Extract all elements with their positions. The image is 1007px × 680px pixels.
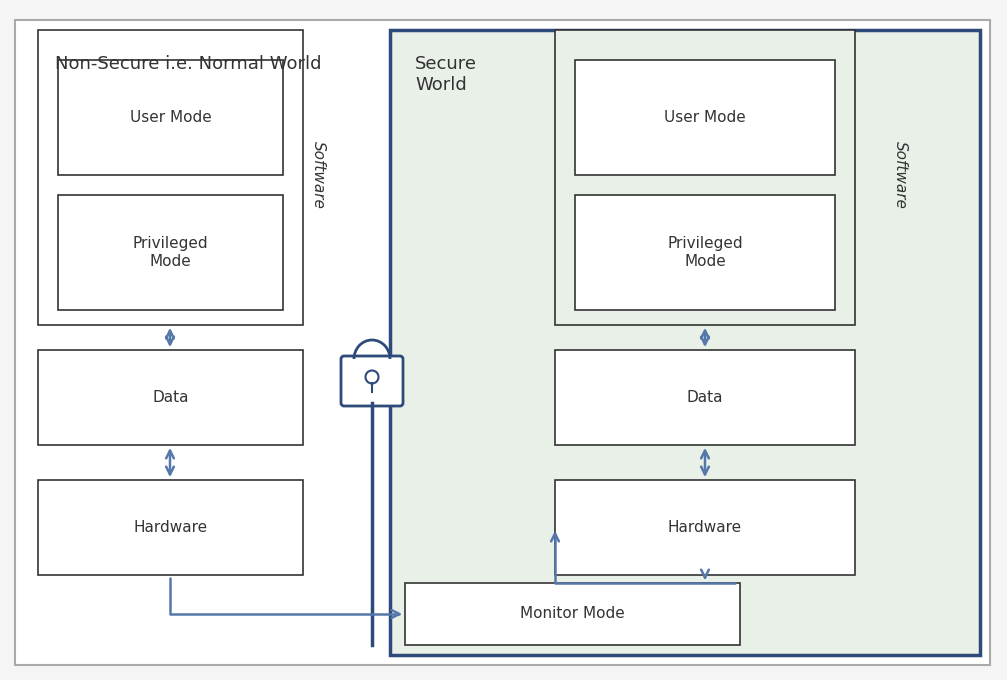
Text: Data: Data [152, 390, 188, 405]
FancyBboxPatch shape [15, 20, 990, 665]
FancyBboxPatch shape [575, 195, 835, 310]
Text: User Mode: User Mode [130, 110, 211, 125]
FancyBboxPatch shape [38, 30, 303, 325]
Text: Software: Software [310, 141, 325, 209]
FancyBboxPatch shape [405, 583, 740, 645]
Text: Hardware: Hardware [134, 520, 207, 535]
Text: Data: Data [687, 390, 723, 405]
FancyBboxPatch shape [58, 60, 283, 175]
FancyBboxPatch shape [555, 350, 855, 445]
FancyBboxPatch shape [38, 350, 303, 445]
FancyBboxPatch shape [555, 30, 855, 325]
Text: Non-Secure i.e. Normal World: Non-Secure i.e. Normal World [55, 55, 321, 73]
Text: Secure
World: Secure World [415, 55, 477, 94]
FancyBboxPatch shape [58, 195, 283, 310]
Text: Monitor Mode: Monitor Mode [521, 607, 625, 622]
FancyBboxPatch shape [390, 30, 980, 655]
Text: Privileged
Mode: Privileged Mode [133, 236, 208, 269]
Text: Software: Software [892, 141, 907, 209]
FancyBboxPatch shape [38, 480, 303, 575]
FancyBboxPatch shape [575, 60, 835, 175]
FancyBboxPatch shape [341, 356, 403, 406]
Text: Privileged
Mode: Privileged Mode [668, 236, 743, 269]
FancyBboxPatch shape [555, 480, 855, 575]
Text: Hardware: Hardware [668, 520, 742, 535]
Text: User Mode: User Mode [665, 110, 746, 125]
